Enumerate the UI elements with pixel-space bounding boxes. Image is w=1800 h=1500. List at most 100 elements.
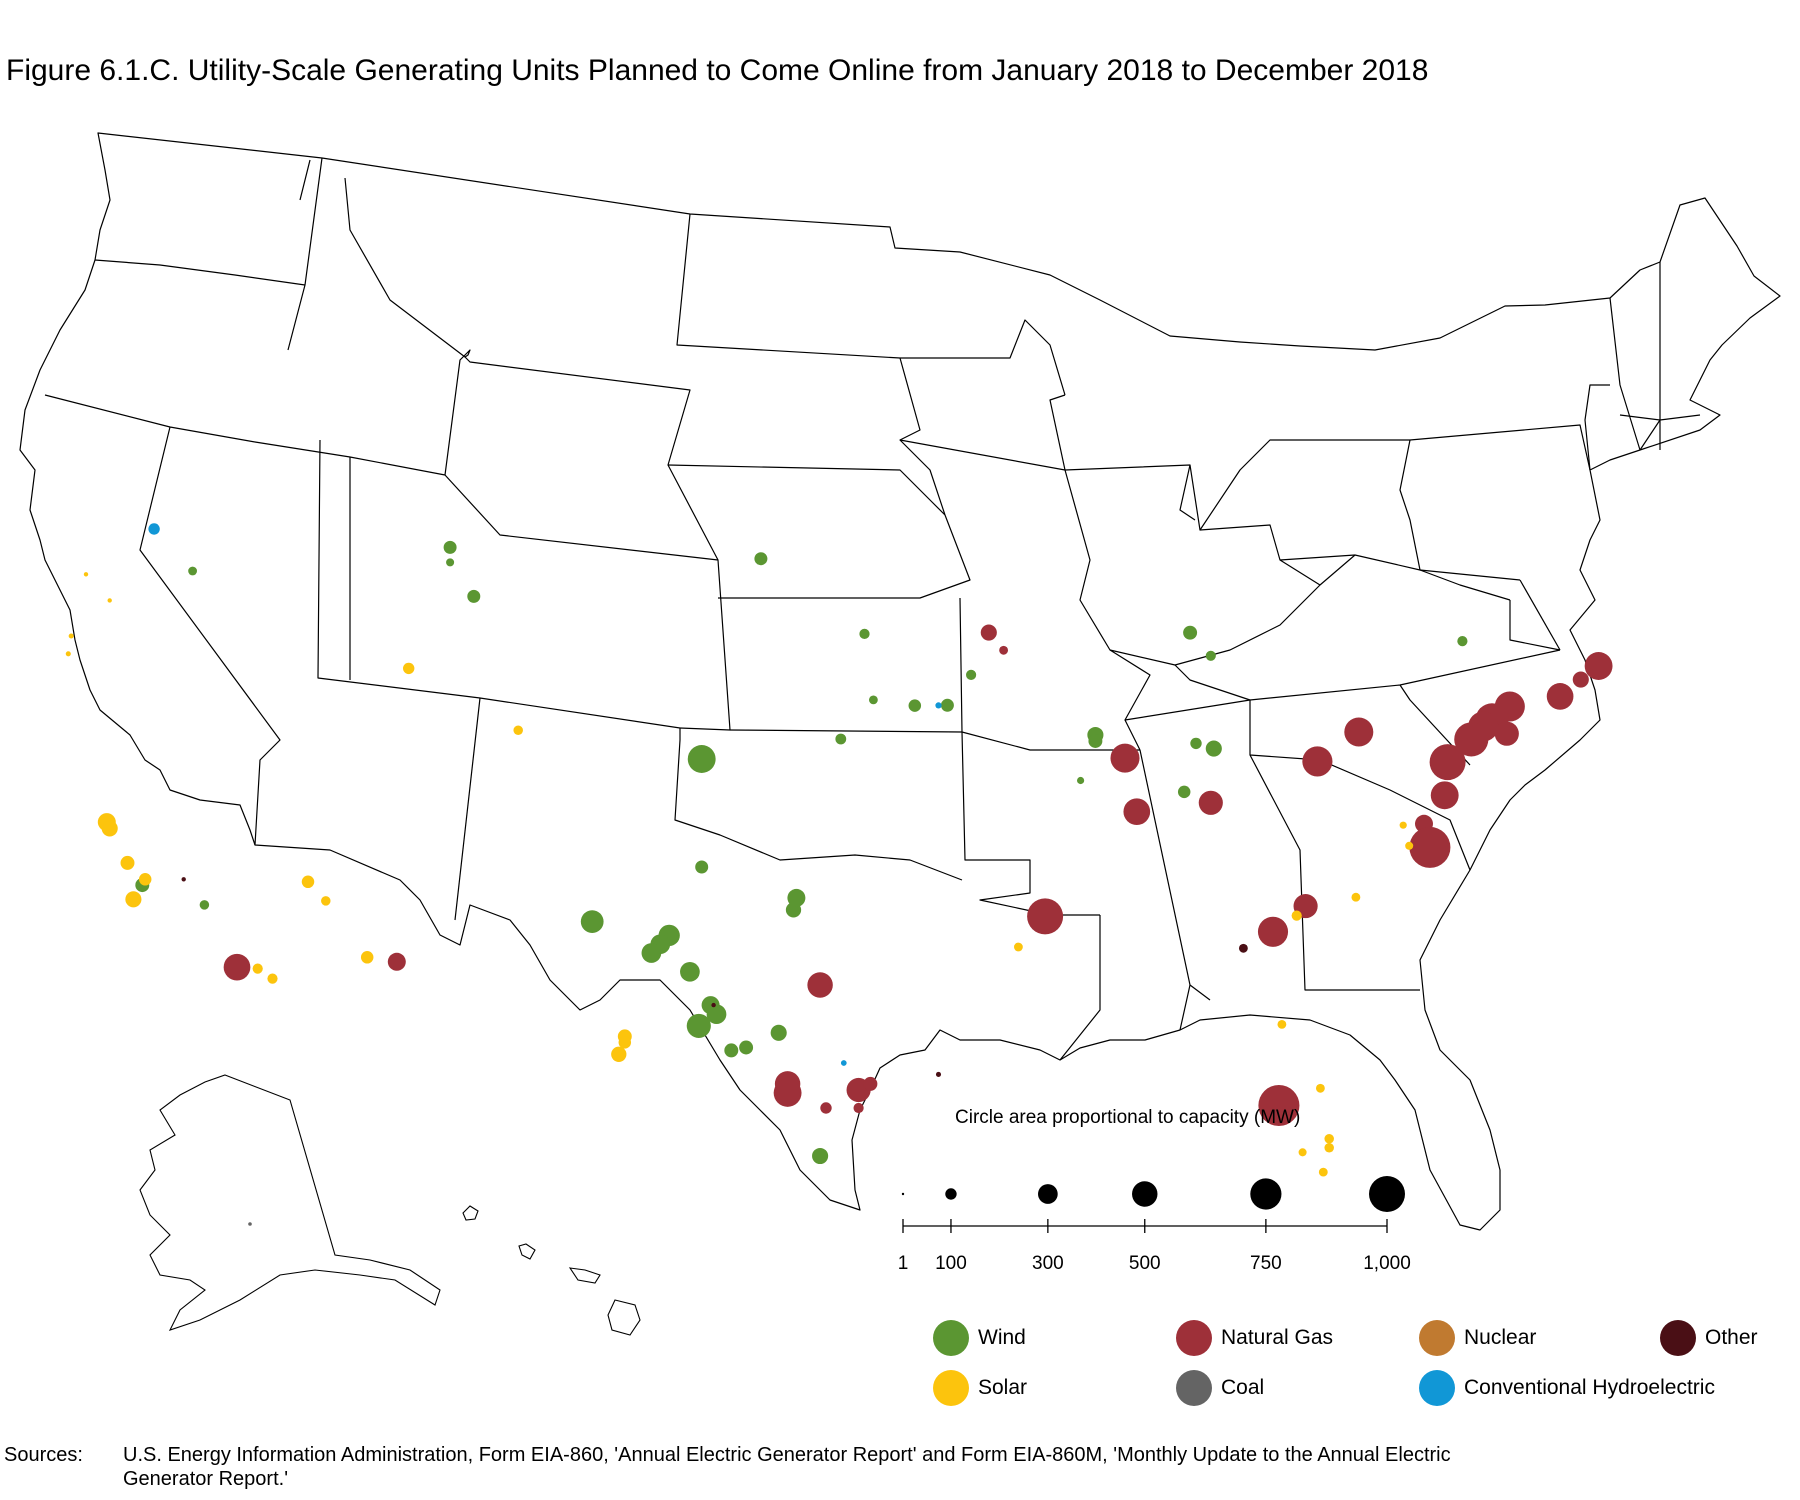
plant-marker-natural-gas: [1572, 671, 1589, 688]
plant-marker-wind: [739, 1040, 754, 1055]
plant-marker-natural-gas: [1494, 721, 1519, 746]
plant-marker-wind: [868, 695, 878, 705]
legend-label-natural-gas: Natural Gas: [1221, 1326, 1334, 1349]
plant-marker-wind: [859, 628, 870, 639]
natural-gas-swatch: [1176, 1320, 1212, 1356]
size-tick-label: 1,000: [1363, 1253, 1411, 1274]
size-legend-title: Circle area proportional to capacity (MW…: [955, 1107, 1301, 1128]
plant-marker-natural-gas: [1409, 826, 1451, 868]
hydro-swatch: [1419, 1370, 1455, 1406]
plant-marker-natural-gas: [1027, 898, 1064, 935]
plant-marker-solar: [1318, 1167, 1328, 1177]
legend-item-wind: Wind: [933, 1320, 1026, 1356]
other-swatch: [1660, 1320, 1696, 1356]
plant-marker-natural-gas: [1344, 717, 1374, 747]
plant-marker-natural-gas: [1430, 781, 1459, 810]
power-plant-points: [65, 523, 1613, 1226]
plant-marker-solar: [1277, 1019, 1287, 1029]
plant-marker-wind: [1457, 636, 1468, 647]
plant-marker-wind: [1077, 776, 1085, 785]
size-tick-label: 1: [897, 1253, 909, 1274]
plant-marker-natural-gas: [1110, 743, 1140, 773]
plant-marker-solar: [1324, 1143, 1334, 1153]
plant-marker-solar: [611, 1046, 627, 1062]
wind-swatch: [933, 1320, 969, 1356]
size-tick-label: 500: [1128, 1253, 1161, 1274]
plant-marker-solar: [83, 572, 89, 577]
plant-marker-natural-gas: [1302, 746, 1333, 777]
plant-marker-solar: [1298, 1148, 1307, 1157]
sources-text: U.S. Energy Information Administration, …: [123, 1444, 1451, 1490]
plant-marker-natural-gas: [1546, 683, 1574, 710]
plant-marker-solar: [125, 891, 142, 908]
plant-marker-solar: [403, 662, 415, 675]
plant-marker-solar: [107, 598, 112, 603]
plant-marker-solar: [1399, 821, 1407, 829]
plant-marker-natural-gas: [1454, 722, 1489, 757]
alaska-outline: [139, 1074, 441, 1331]
plant-marker-wind: [908, 699, 922, 712]
plant-marker-wind: [641, 943, 662, 963]
solar-swatch: [933, 1370, 969, 1406]
sources-label: Sources:: [4, 1444, 83, 1466]
plant-marker-natural-gas: [773, 1078, 802, 1107]
hawaii-outline: [462, 1205, 641, 1336]
plant-marker-natural-gas: [1257, 916, 1289, 947]
plant-marker-solar: [1291, 910, 1302, 921]
plant-marker-natural-gas: [1198, 790, 1223, 815]
plant-marker-solar: [267, 973, 278, 984]
figure-title: Figure 6.1.C. Utility-Scale Generating U…: [6, 54, 1429, 87]
legend-label-other: Other: [1705, 1326, 1758, 1349]
plant-marker-conventional-hydroelectric: [148, 523, 160, 535]
size-legend-dot: [1250, 1178, 1282, 1210]
plant-marker-wind: [940, 698, 954, 712]
legend-label-nuclear: Nuclear: [1464, 1326, 1537, 1349]
plant-marker-wind: [754, 552, 768, 566]
plant-marker-wind: [724, 1043, 739, 1058]
us-outline: [19, 132, 1781, 1231]
plant-marker-wind: [706, 1004, 727, 1025]
plant-marker-wind: [1205, 650, 1216, 661]
plant-marker-wind: [835, 733, 847, 745]
plant-marker-solar: [1013, 942, 1023, 952]
plant-marker-natural-gas: [1258, 1084, 1300, 1127]
plant-marker-conventional-hydroelectric: [840, 1060, 847, 1066]
plant-marker-coal: [248, 1222, 252, 1226]
state-outlines: [19, 132, 1781, 1231]
plant-marker-other: [181, 877, 186, 882]
legend-label-coal: Coal: [1221, 1376, 1265, 1399]
legend-item-nuclear: Nuclear: [1419, 1320, 1536, 1356]
plant-marker-solar: [1315, 1083, 1325, 1093]
legend-item-solar: Solar: [933, 1370, 1027, 1406]
plant-marker-other: [1238, 943, 1248, 953]
plant-marker-solar: [252, 963, 263, 974]
size-legend-dot: [1369, 1176, 1405, 1212]
plant-marker-natural-gas: [1429, 744, 1466, 781]
size-tick-label: 100: [935, 1253, 967, 1274]
plant-marker-solar: [1405, 841, 1414, 850]
plant-marker-natural-gas: [1584, 652, 1613, 680]
size-legend-dot: [1038, 1184, 1058, 1204]
coal-swatch: [1176, 1370, 1212, 1406]
plant-marker-wind: [680, 961, 700, 982]
plant-marker-natural-gas: [853, 1102, 864, 1114]
plant-marker-wind: [1190, 737, 1202, 750]
plant-marker-solar: [68, 633, 74, 639]
plant-marker-wind: [812, 1147, 829, 1165]
legend-item-coal: Coal: [1176, 1370, 1264, 1406]
plant-marker-natural-gas: [223, 953, 251, 981]
size-tick-label: 750: [1250, 1253, 1282, 1274]
plant-marker-natural-gas: [820, 1102, 832, 1114]
legend-label-solar: Solar: [978, 1376, 1028, 1399]
plant-marker-wind: [787, 888, 806, 907]
plant-marker-wind: [188, 566, 198, 576]
size-legend: [901, 1176, 1405, 1233]
plant-marker-conventional-hydroelectric: [935, 702, 942, 709]
plant-marker-natural-gas: [980, 624, 997, 641]
plant-marker-wind: [695, 860, 709, 874]
plant-marker-solar: [513, 725, 523, 735]
size-legend-dot: [1132, 1181, 1158, 1207]
plant-marker-solar: [101, 820, 118, 837]
legend-item-other: Other: [1660, 1320, 1758, 1356]
